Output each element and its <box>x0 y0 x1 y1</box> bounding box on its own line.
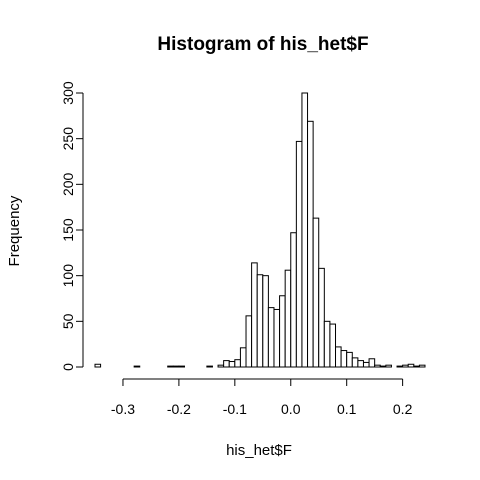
histogram-bar <box>167 365 174 368</box>
histogram-bar <box>323 320 331 368</box>
histogram-bar <box>385 364 392 368</box>
histogram-bar <box>402 364 409 368</box>
histogram-bar <box>172 365 180 368</box>
histogram-bar <box>178 365 185 368</box>
histogram-bar <box>217 364 225 368</box>
histogram-bar <box>329 323 337 368</box>
histogram-bar <box>374 364 381 368</box>
histogram-bar <box>351 357 359 368</box>
x-tick-label: 0.1 <box>337 401 357 417</box>
histogram-bar <box>234 359 241 368</box>
chart-title: Histogram of his_het$F <box>157 34 368 55</box>
y-axis: 0 50 100 150 200 250 300 <box>60 81 84 371</box>
histogram-bar <box>279 295 286 368</box>
histogram-bar <box>301 92 309 368</box>
x-tick-label: -0.1 <box>223 401 247 417</box>
histogram-bar <box>379 365 387 368</box>
histogram-bar <box>407 363 415 368</box>
histogram-bar <box>396 365 404 368</box>
x-tick-label: 0.0 <box>281 401 301 417</box>
histogram-bar <box>368 358 376 368</box>
histogram-bar <box>256 274 264 368</box>
histogram-bar <box>133 365 141 368</box>
x-tick-label: -0.3 <box>111 401 135 417</box>
histogram-bar <box>206 365 213 368</box>
histogram-bar <box>413 365 420 368</box>
y-tick-label: 250 <box>60 127 76 151</box>
histogram-bar <box>295 140 303 368</box>
histogram-bar <box>228 361 236 368</box>
histogram-bar <box>307 120 314 368</box>
x-axis: -0.3 -0.2 -0.1 0.0 0.1 0.2 <box>111 378 413 417</box>
histogram-bar <box>418 364 426 368</box>
histogram-bar <box>223 360 230 368</box>
histogram-bar <box>335 346 342 368</box>
histogram-bar <box>290 232 297 368</box>
y-tick-label: 300 <box>60 81 76 105</box>
x-tick-label: 0.2 <box>393 401 413 417</box>
histogram-bar <box>245 315 253 368</box>
y-tick-label: 150 <box>60 218 76 242</box>
histogram-bar <box>362 361 370 368</box>
histogram-bar <box>267 307 275 368</box>
histogram-bar <box>239 347 247 368</box>
histogram-bar <box>357 360 364 368</box>
x-axis-label: his_het$F <box>226 442 292 459</box>
histogram-bar <box>273 308 281 368</box>
histogram-bar <box>346 351 353 368</box>
histogram-bar <box>94 363 102 368</box>
histogram-bar <box>340 350 348 368</box>
histogram-bar <box>318 267 325 368</box>
x-tick-label: -0.2 <box>167 401 191 417</box>
y-axis-label: Frequency <box>6 195 23 266</box>
histogram-bars <box>94 92 426 368</box>
y-tick-label: 200 <box>60 172 76 196</box>
y-tick-label: 0 <box>60 363 76 371</box>
y-tick-label: 100 <box>60 264 76 288</box>
histogram-bar <box>251 262 258 368</box>
histogram-bar <box>262 275 269 368</box>
y-tick-label: 50 <box>60 313 76 329</box>
histogram-bar <box>284 269 292 368</box>
histogram-bar <box>312 217 320 368</box>
